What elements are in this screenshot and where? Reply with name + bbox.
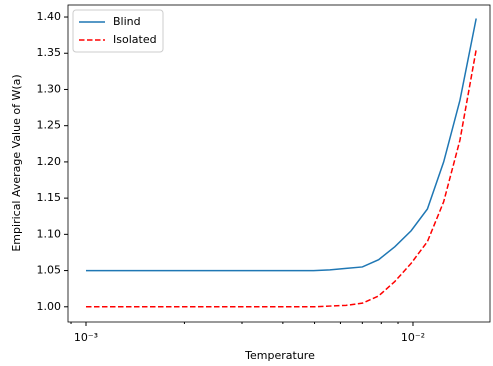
- y-tick-label: 1.15: [37, 191, 62, 204]
- y-tick-label: 1.35: [37, 46, 62, 59]
- legend-label: Isolated: [113, 33, 157, 46]
- x-axis-label: Temperature: [244, 349, 315, 362]
- line: [85, 49, 477, 308]
- y-tick-label: 1.30: [37, 82, 62, 95]
- y-tick-label: 1.25: [37, 119, 62, 132]
- legend-label: Blind: [113, 15, 141, 28]
- line: [85, 18, 477, 272]
- y-tick-label: 1.40: [37, 10, 62, 23]
- y-tick-label: 1.00: [37, 300, 62, 313]
- x-tick-label: 10⁻³: [74, 331, 98, 344]
- x-tick-label: 10⁻²: [401, 331, 425, 344]
- plot-frame: [67, 4, 491, 323]
- y-tick-label: 1.05: [37, 264, 62, 277]
- y-tick-label: 1.20: [37, 155, 62, 168]
- legend-box: [72, 9, 164, 53]
- y-tick-label: 1.10: [37, 227, 62, 240]
- y-axis-label: Empirical Average Value of W(a): [10, 74, 23, 251]
